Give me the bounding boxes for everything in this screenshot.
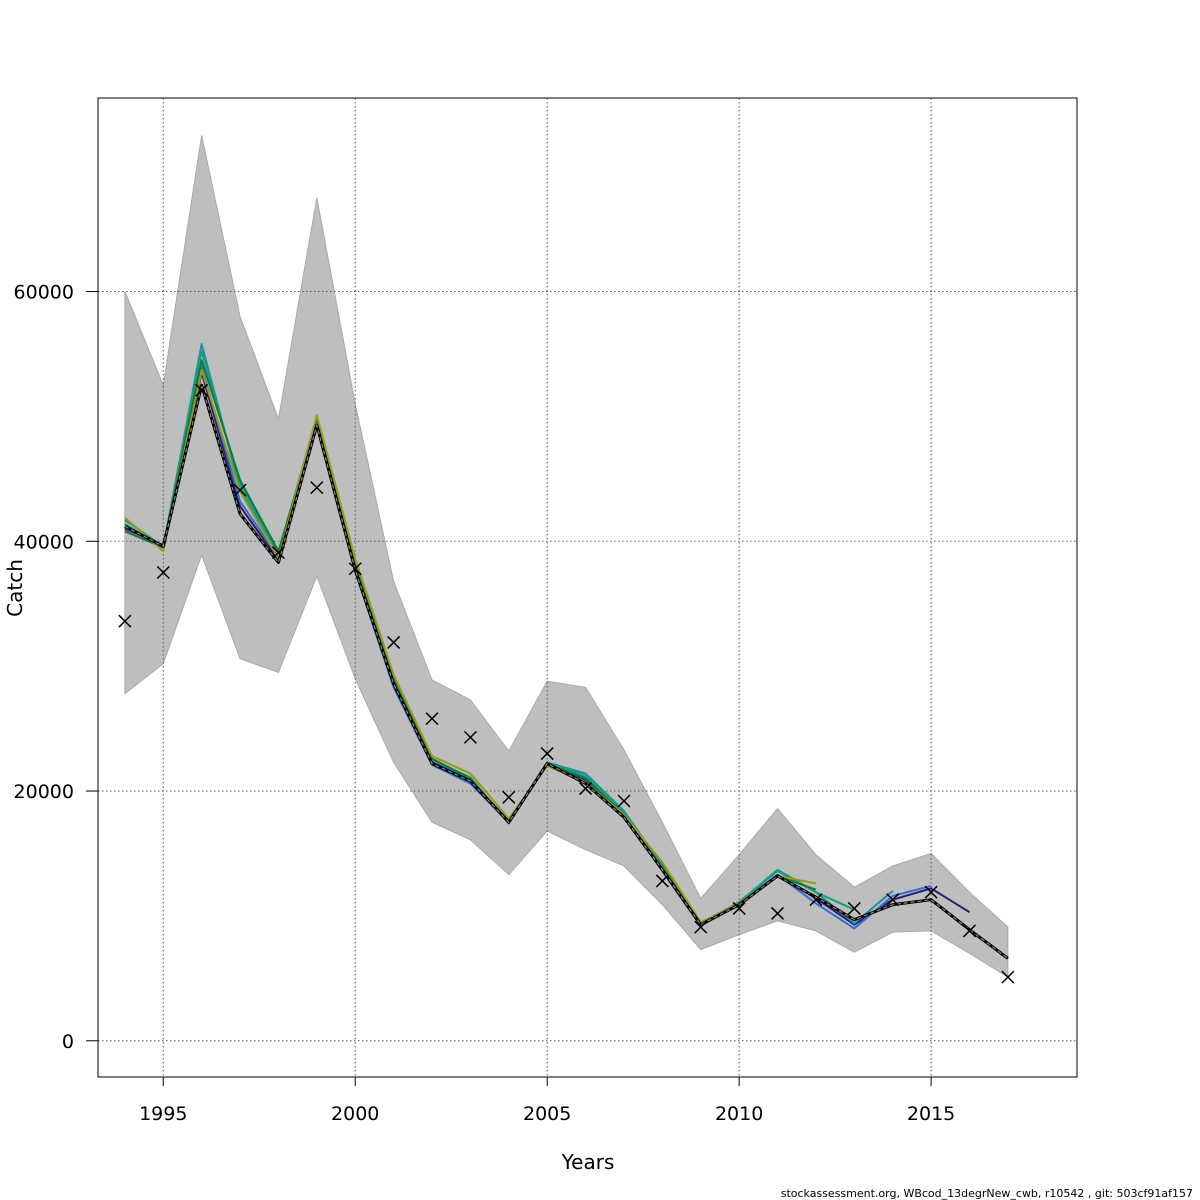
observed-point [579, 782, 593, 796]
observed-point [233, 483, 247, 497]
observed-point [195, 383, 209, 397]
observed-point [348, 562, 362, 576]
observed-point [732, 901, 746, 915]
x-tick-label: 2015 [907, 1103, 955, 1125]
observed-point [271, 546, 285, 560]
observed-point [502, 790, 516, 804]
x-tick-label: 2000 [331, 1103, 379, 1125]
observed-point [310, 481, 324, 495]
observed-point [387, 635, 401, 649]
series-line-dashed [124, 382, 1009, 959]
axis-layer: 1995 2000 2005 2010 2015 0 20000 40000 60000 [14, 282, 956, 1125]
x-tick-label: 1995 [139, 1103, 187, 1125]
observed-point [771, 906, 785, 920]
series-layer [124, 342, 1009, 960]
observed-point [540, 747, 554, 761]
y-tick-label: 0 [62, 1031, 74, 1053]
observed-point [886, 893, 900, 907]
observed-point [962, 924, 977, 938]
observed-point [463, 730, 477, 744]
x-tick-label: 2010 [715, 1103, 763, 1125]
observed-point [809, 893, 823, 907]
observed-point [425, 712, 439, 726]
observed-point [655, 874, 669, 888]
observed-point [924, 885, 938, 899]
observed-point [1001, 970, 1015, 984]
observed-point [617, 794, 631, 808]
y-tick-label: 40000 [14, 531, 74, 553]
observed-point [694, 920, 708, 934]
observed-point [847, 901, 861, 915]
y-tick-label: 60000 [14, 282, 74, 304]
observed-points-layer [118, 383, 1015, 984]
footer-text: stockassessment.org, WBcod_13degrNew_cwb… [781, 1187, 1193, 1200]
observed-point [118, 614, 132, 628]
x-tick-label: 2005 [523, 1103, 571, 1125]
x-axis-title: Years [561, 1150, 615, 1174]
observed-point [156, 565, 170, 580]
y-axis-title: Catch [3, 559, 27, 617]
plot-frame [97, 97, 1078, 1078]
y-tick-label: 20000 [14, 781, 74, 803]
